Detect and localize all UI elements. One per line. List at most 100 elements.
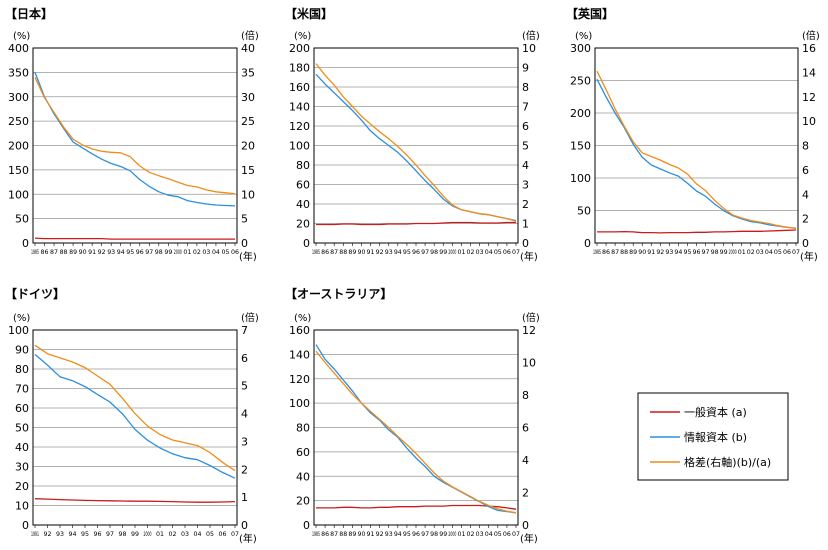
left-tick-label: 0	[22, 519, 29, 532]
x-tick-label: 95	[403, 530, 411, 538]
right-tick-label: 8	[802, 140, 809, 153]
x-tick-label: 98	[711, 248, 719, 256]
left-tick-label: 150	[570, 140, 591, 153]
x-tick-label: 02	[169, 530, 177, 538]
right-tick-label: 3	[522, 179, 529, 192]
right-tick-label: 0	[802, 237, 809, 250]
x-tick-label: 89	[69, 248, 77, 256]
x-tick-label: 99	[164, 248, 172, 256]
x-tick-label: 05	[774, 248, 782, 256]
panel-germany: 【ドイツ】(%) (倍)(年)01020304050607080901000123…	[5, 286, 259, 545]
series-line-gap-ratio	[34, 77, 236, 195]
x-tick-label: 04	[485, 248, 493, 256]
x-tick-label: 95	[81, 530, 89, 538]
left-tick-label: 50	[15, 213, 29, 226]
x-tick-label: 05	[494, 530, 502, 538]
x-tick-label: 98	[119, 530, 127, 538]
right-tick-label: 10	[241, 188, 255, 201]
right-tick-label: 0	[522, 519, 529, 532]
left-tick-label: 90	[15, 344, 29, 357]
x-tick-label: 94	[394, 248, 402, 256]
right-tick-label: 0	[241, 519, 248, 532]
x-tick-label: 98	[430, 248, 438, 256]
series-line-info-capital	[34, 353, 236, 479]
left-axis-unit: (%)	[13, 31, 30, 42]
right-tick-label: 2	[802, 213, 809, 226]
right-tick-label: 16	[802, 42, 816, 55]
left-tick-label: 300	[8, 91, 29, 104]
x-tick-label: 05	[494, 248, 502, 256]
right-tick-label: 4	[522, 454, 529, 467]
left-tick-label: 60	[296, 179, 310, 192]
right-tick-label: 6	[802, 164, 809, 177]
x-tick-label: 03	[202, 248, 210, 256]
right-tick-label: 0	[241, 237, 248, 250]
x-tick-label: 87	[50, 248, 58, 256]
series-line-info-capital	[315, 344, 517, 514]
x-tick-label: 06	[503, 248, 511, 256]
right-axis-unit: (倍)	[522, 29, 540, 42]
x-tick-label: 87	[611, 248, 619, 256]
x-tick-label: 96	[94, 530, 102, 538]
x-tick-label: 98	[155, 248, 163, 256]
left-tick-label: 100	[289, 397, 310, 410]
x-tick-label: 2000	[174, 248, 182, 256]
x-tick-label: 06	[231, 248, 239, 256]
x-tick-label: 90	[79, 248, 87, 256]
x-tick-label: 02	[467, 248, 475, 256]
x-tick-label: 88	[339, 530, 347, 538]
x-tick-label: 04	[765, 248, 773, 256]
x-tick-label: 97	[421, 530, 429, 538]
x-axis-unit: (年)	[520, 250, 538, 263]
x-tick-label: 96	[412, 530, 420, 538]
x-tick-label: 03	[756, 248, 764, 256]
x-tick-label: 1991	[31, 530, 39, 538]
x-tick-label: 88	[620, 248, 628, 256]
series-line-gap-ratio	[34, 344, 236, 472]
left-tick-label: 160	[289, 81, 310, 94]
x-tick-label: 87	[330, 248, 338, 256]
x-tick-label: 05	[206, 530, 214, 538]
x-tick-label: 1985	[593, 248, 601, 256]
x-tick-label: 97	[106, 530, 114, 538]
x-tick-label: 02	[193, 248, 201, 256]
left-tick-label: 120	[289, 373, 310, 386]
chart-panels: 【日本】(%) (倍)(年)050100150200250300350400051…	[5, 6, 820, 545]
left-tick-label: 10	[15, 500, 29, 513]
x-tick-label: 97	[421, 248, 429, 256]
right-tick-label: 14	[802, 66, 816, 79]
right-tick-label: 8	[522, 389, 529, 402]
left-axis-unit: (%)	[294, 313, 311, 324]
x-tick-label: 03	[476, 248, 484, 256]
x-tick-label: 92	[376, 248, 384, 256]
right-axis-unit: (倍)	[802, 29, 820, 42]
legend-label-info-capital: 情報資本 (b)	[684, 430, 747, 444]
x-tick-label: 04	[212, 248, 220, 256]
left-tick-label: 0	[584, 237, 591, 250]
left-axis-unit: (%)	[294, 31, 311, 42]
x-tick-label: 01	[457, 248, 465, 256]
panel-title-usa: 【米国】	[285, 6, 333, 21]
left-tick-label: 70	[15, 383, 29, 396]
x-tick-label: 2000	[729, 248, 737, 256]
x-tick-label: 07	[231, 530, 239, 538]
right-tick-label: 12	[522, 324, 536, 337]
series-line-general-capital	[34, 498, 236, 503]
right-tick-label: 6	[241, 352, 248, 365]
right-tick-label: 6	[522, 120, 529, 133]
x-tick-label: 1985	[31, 248, 39, 256]
x-tick-label: 97	[145, 248, 153, 256]
left-tick-label: 200	[8, 140, 29, 153]
x-axis-unit: (年)	[239, 532, 257, 545]
x-tick-label: 95	[403, 248, 411, 256]
left-tick-label: 20	[296, 495, 310, 508]
x-tick-label: 06	[503, 530, 511, 538]
x-tick-label: 97	[702, 248, 710, 256]
x-tick-label: 91	[647, 248, 655, 256]
x-tick-label: 93	[665, 248, 673, 256]
x-tick-label: 90	[357, 248, 365, 256]
right-tick-label: 10	[802, 115, 816, 128]
x-tick-label: 01	[738, 248, 746, 256]
right-tick-label: 6	[522, 422, 529, 435]
